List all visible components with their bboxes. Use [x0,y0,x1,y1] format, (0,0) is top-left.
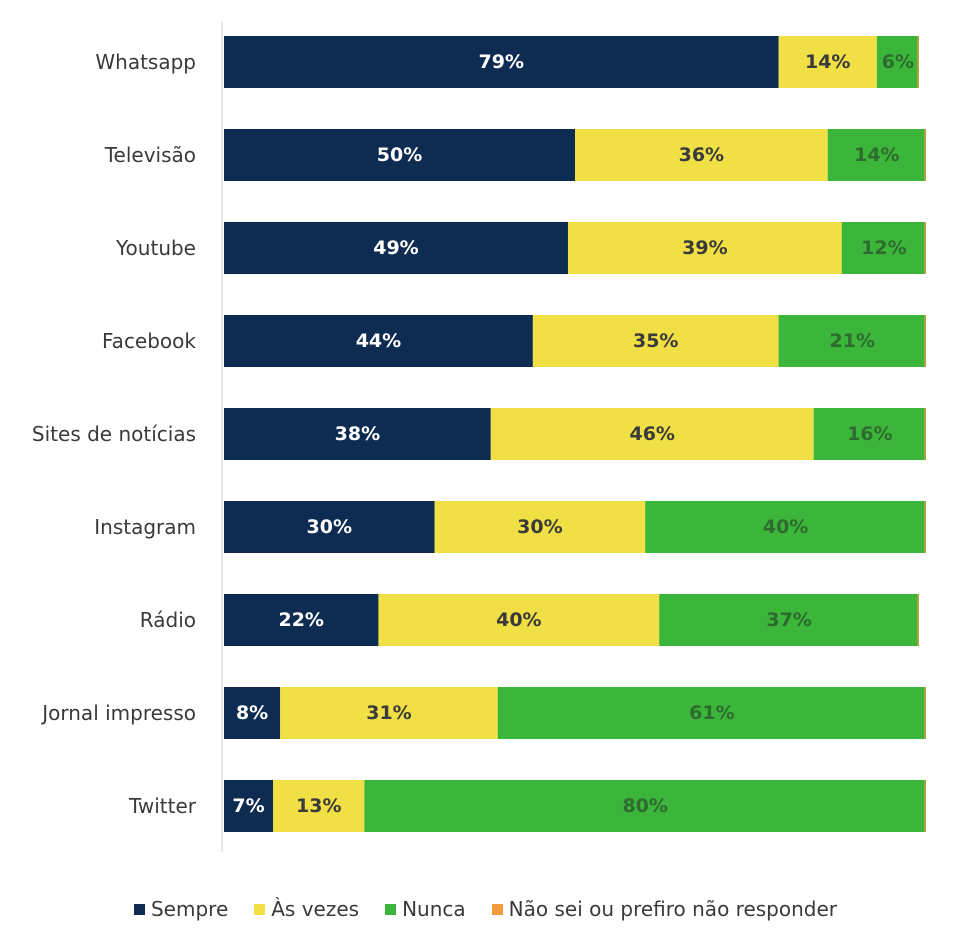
data-label: 31% [366,702,411,724]
bar-segment [567,222,842,274]
data-label: 80% [622,795,667,817]
bar-end-sliver [924,222,926,274]
data-label: 61% [689,702,734,724]
legend-label: Sempre [150,897,229,921]
chart-legend: Sempre Às vezes Nunca Não sei ou prefiro nã… [0,897,971,921]
bar-segment [841,222,926,274]
data-label: 14% [854,144,899,166]
bar-end-sliver [924,780,926,832]
bar-segment [532,315,779,367]
bar-segment [876,36,919,88]
bar-segment [827,129,926,181]
legend-label: Nunca [402,897,466,921]
bar-segment [490,408,814,460]
bar-segment [659,594,919,646]
legend-item: Às vezes [254,897,359,921]
bar-segment [778,36,877,88]
legend-swatch [133,903,145,915]
bar-end-sliver [924,501,926,553]
bar-segment [378,594,660,646]
data-label: 46% [629,423,674,445]
bar-segment [224,129,575,181]
bar-segment [645,501,926,553]
data-label: 13% [296,795,341,817]
legend-swatch [254,903,266,915]
bar-segment [224,687,281,739]
bar-segment [224,501,435,553]
category-label: Jornal impresso [40,701,196,725]
data-label: 39% [682,237,727,259]
bar-segment [224,222,568,274]
data-label: 49% [373,237,418,259]
category-label: Rádio [140,608,196,632]
data-label: 8% [236,702,268,724]
data-label: 7% [232,795,264,817]
data-label: 16% [847,423,892,445]
data-label: 6% [882,51,914,73]
bar-segment [280,687,498,739]
category-label: Whatsapp [95,50,196,74]
bar-end-sliver [916,36,919,88]
data-label: 38% [335,423,380,445]
category-label: Twitter [128,794,197,818]
bar-end-sliver [924,687,926,739]
bar-segment [224,594,379,646]
data-label: 37% [766,609,811,631]
data-label: 36% [679,144,724,166]
data-label: 44% [356,330,401,352]
data-label: 40% [496,609,541,631]
bar-end-sliver [916,594,919,646]
bar-segment [778,315,926,367]
legend-item: Sempre [133,897,229,921]
bar-segment [224,408,491,460]
legend-item: Nunca [385,897,466,921]
category-label: Instagram [94,515,196,539]
data-label: 12% [861,237,906,259]
bar-segment [434,501,646,553]
data-label: 14% [805,51,850,73]
category-label: Youtube [115,236,196,260]
data-label: 30% [517,516,562,538]
bar-segment [497,687,926,739]
bar-segment [224,36,779,88]
legend-label: Às vezes [271,897,360,921]
category-label: Facebook [102,329,196,353]
category-label: Sites de notícias [32,422,196,446]
bar-segment [813,408,926,460]
legend-swatch [385,903,397,915]
bar-segment [273,780,365,832]
data-label: 22% [278,609,323,631]
bar-segment [364,780,926,832]
stacked-bar-chart: Whatsapp 79% 14% 6% Televisão 50% 36% 14% Youtub… [32,22,926,852]
data-label: 21% [830,330,875,352]
data-label: 50% [377,144,422,166]
legend-item: Não sei ou prefiro não responder [491,897,837,921]
bar-end-sliver [924,315,926,367]
data-label: 79% [479,51,524,73]
data-label: 40% [763,516,808,538]
bar-end-sliver [924,408,926,460]
legend-swatch [491,903,503,915]
data-label: 30% [307,516,352,538]
legend-label: Não sei ou prefiro não responder [508,897,837,921]
data-label: 35% [633,330,678,352]
bar-segment [575,129,828,181]
category-label: Televisão [104,143,196,167]
bar-segment [224,315,533,367]
bar-end-sliver [924,129,926,181]
bar-segment [224,780,274,832]
